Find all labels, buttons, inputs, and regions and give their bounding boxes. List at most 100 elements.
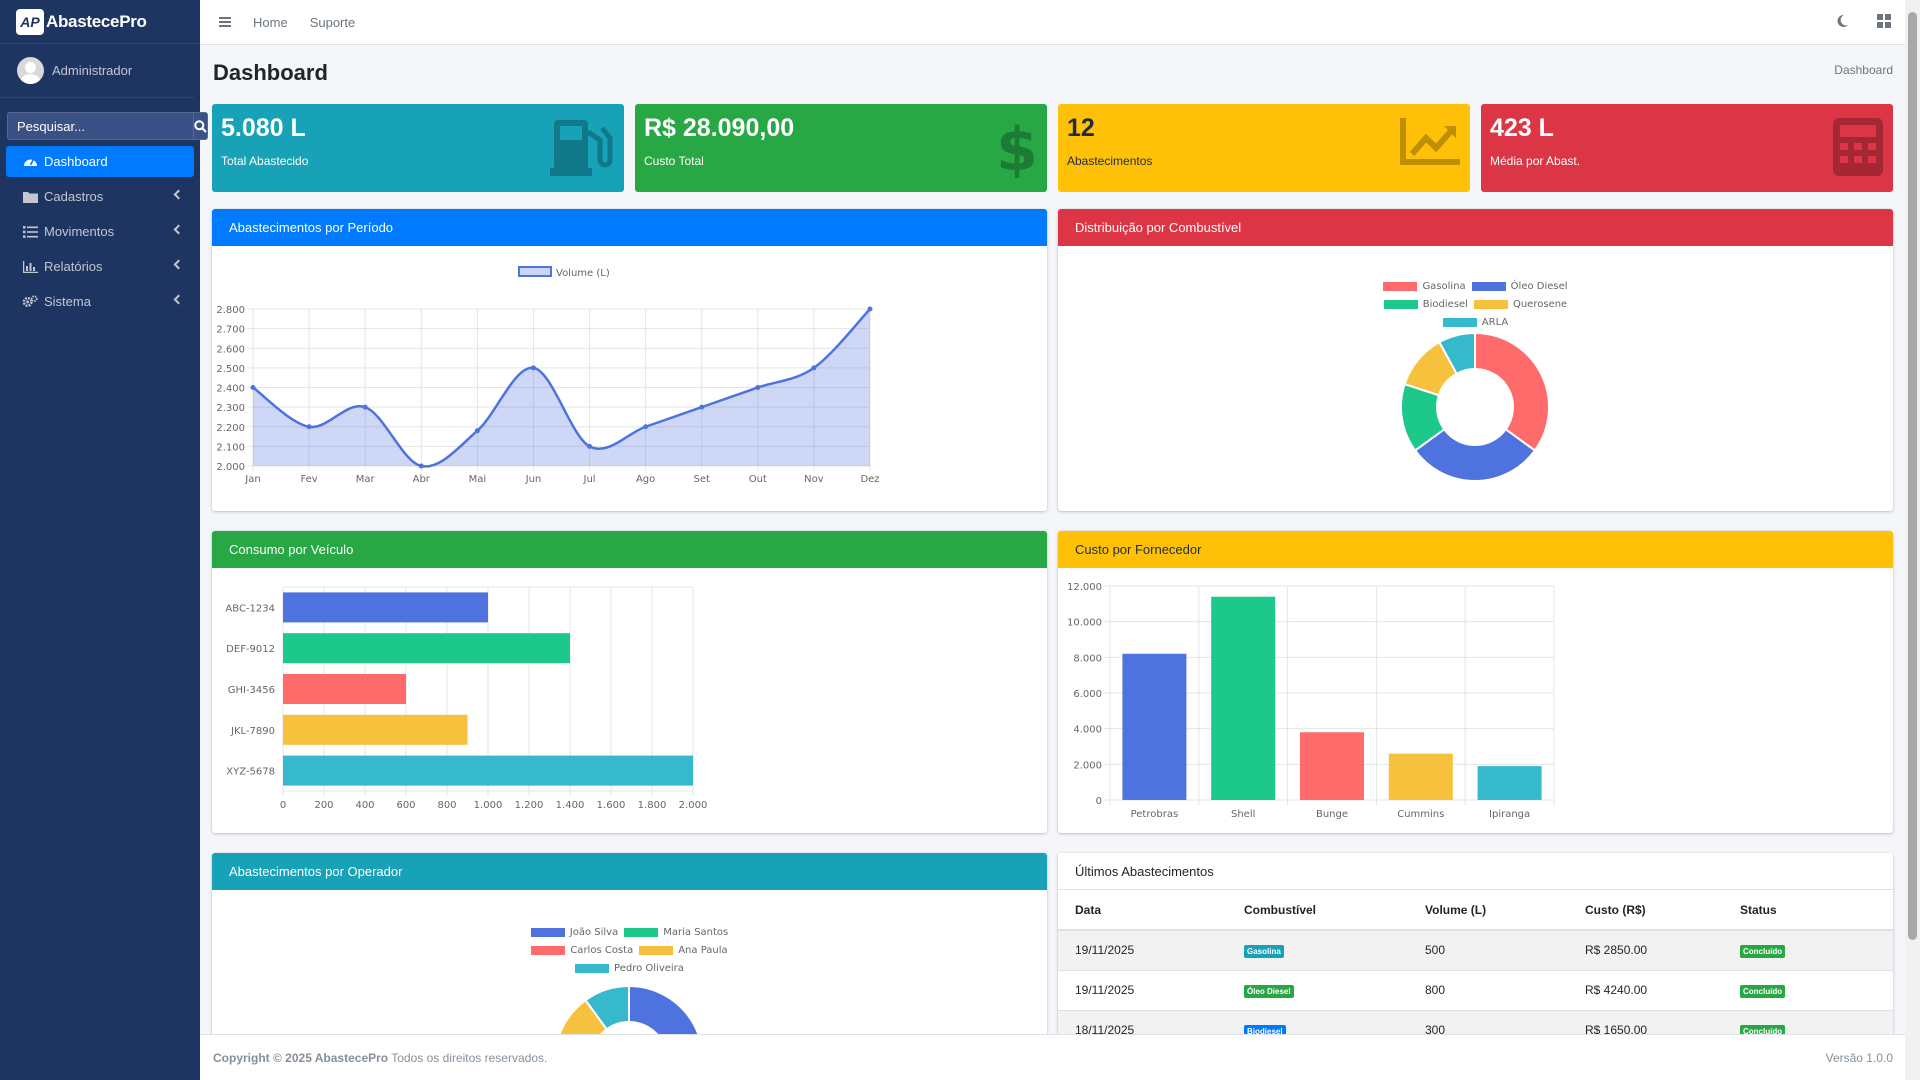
x-tick-label: 800 [437,800,456,811]
brand[interactable]: AP AbastecePro [0,0,200,44]
x-tick-label: Dez [860,474,879,485]
sidebar-item-relatorios[interactable]: Relatórios [6,251,194,282]
column-header[interactable]: Combustível [1227,890,1408,931]
sidebar-item-label: Relatórios [44,259,103,274]
chart-legend: João Silva Maria Santos Carlos Costa Ana P… [212,927,1047,976]
fuel-badge: Óleo Diesel [1244,984,1294,998]
data-point [643,424,649,430]
chart-legend: Gasolina Óleo Diesel Biodiesel Querosene A… [1058,281,1893,330]
sidebar-item-label: Sistema [44,294,91,309]
legend-label: Ana Paula [678,945,728,956]
bar [283,714,468,745]
bar [283,633,570,664]
y-tick-label: 2.000 [216,462,245,473]
donut-slice [628,984,700,1034]
legend-item[interactable]: Pedro Oliveira [575,963,684,974]
x-tick-label: Mai [469,474,487,485]
sidebar-item-cadastros[interactable]: Cadastros [6,181,194,212]
menu-toggle-icon[interactable] [219,17,231,27]
y-tick-label: 8.000 [1073,653,1102,664]
table-header-row: Data Combustível Volume (L) Custo (R$) S… [1058,890,1893,931]
avatar [17,57,44,84]
breadcrumb[interactable]: Dashboard [1834,63,1893,77]
footer-copyright: Copyright © 2025 AbastecePro [213,1050,389,1065]
legend-label: Óleo Diesel [1510,281,1568,292]
user-panel[interactable]: Administrador [0,44,194,98]
brand-name: AbastecePro [46,11,147,31]
data-point [755,385,761,390]
sidebar-item-movimentos[interactable]: Movimentos [6,216,194,247]
x-tick-label: Abr [413,474,431,485]
x-tick-label: 1.400 [556,800,585,811]
cell-data: 19/11/2025 [1058,969,1227,1010]
cell-custo: R$ 1650.00 [1568,1009,1723,1034]
column-header[interactable]: Custo (R$) [1568,890,1723,931]
kpi-custo-total: R$ 28.090,00 Custo Total $ [635,104,1047,192]
cell-combustivel: Biodiesel [1227,1009,1408,1034]
dollar-icon: $ [997,118,1037,178]
cell-combustivel: Gasolina [1227,929,1408,970]
column-header[interactable]: Volume (L) [1408,890,1568,931]
y-tick-label: DEF-9012 [226,644,275,655]
legend-item[interactable]: Óleo Diesel [1471,281,1568,292]
search-input[interactable] [7,112,193,140]
donut-slice [584,984,630,1031]
nav-link-suporte[interactable]: Suporte [309,14,356,30]
column-header[interactable]: Data [1058,890,1227,931]
bar [1477,766,1542,800]
sidebar-item-label: Movimentos [44,224,115,239]
card-consumo-veiculo: Consumo por Veículo 0 200 400 600 800 1.000 1.… [212,531,1047,833]
y-tick-label: ABC-1234 [225,603,275,614]
table-row[interactable]: 18/11/2025 Biodiesel 300 R$ 1650.00 Conc… [1058,1009,1893,1034]
x-tick-label: 1.000 [474,800,503,811]
legend-item[interactable]: João Silva [530,927,618,938]
x-tick-label: Cummins [1397,809,1444,820]
line-chart: Volume (L) 2.000 2.100 2.200 2.300 2.400 2.500… [216,266,880,485]
kpi-value: R$ 28.090,00 [644,114,795,142]
kpi-label: Custo Total [644,154,704,168]
legend-label: Biodiesel [1422,299,1468,310]
x-tick-label: Fev [300,474,317,485]
user-name: Administrador [52,63,133,78]
card-title: Consumo por Veículo [212,531,1047,568]
bar [283,674,406,704]
grid-apps-icon[interactable] [1877,14,1891,28]
chart-line-icon [1400,118,1460,165]
sidebar-item-sistema[interactable]: Sistema [6,286,194,317]
y-tick-label: JKL-7890 [230,726,275,737]
sidebar: AP AbastecePro Administrador Dashboard C… [0,0,208,1080]
legend-item[interactable]: Maria Santos [624,927,728,938]
y-tick-label: 6.000 [1073,689,1102,700]
sidebar-item-dashboard[interactable]: Dashboard [6,146,194,177]
dark-mode-moon-icon[interactable] [1836,14,1849,28]
table-row[interactable]: 19/11/2025 Gasolina 500 R$ 2850.00 Concl… [1058,929,1893,970]
legend-item[interactable]: ARLA [1442,317,1508,328]
y-tick-label: 10.000 [1067,618,1102,629]
search-button[interactable] [193,112,208,140]
chevron-left-icon [173,294,184,305]
data-point [362,404,368,410]
kpi-media-por-abast: 423 L Média por Abast. [1481,104,1893,192]
page-scrollbar[interactable] [1905,0,1920,1080]
legend-item[interactable]: Gasolina [1383,281,1466,292]
data-point [587,443,593,449]
card-title: Custo por Fornecedor [1058,531,1893,568]
bar [1300,732,1364,800]
x-tick-label: 200 [314,800,333,811]
kpi-value: 12 [1067,114,1095,142]
legend-item[interactable]: Querosene [1473,299,1567,310]
card-title: Últimos Abastecimentos [1058,853,1893,890]
donut-chart [1400,331,1550,482]
card-abastecimentos-operador: Abastecimentos por Operador João Silva Ma… [212,853,1047,1034]
x-tick-label: 1.800 [638,800,667,811]
table-row[interactable]: 19/11/2025 Óleo Diesel 800 R$ 4240.00 Co… [1058,969,1893,1010]
legend-item[interactable]: Biodiesel [1383,299,1468,310]
donut-chart [558,984,700,1034]
y-tick-label: 2.400 [216,384,245,395]
nav-link-home[interactable]: Home [253,14,288,30]
scroll-thumb[interactable] [1908,12,1917,940]
legend-item[interactable]: Carlos Costa [531,945,633,956]
legend-item[interactable]: Ana Paula [639,945,728,956]
horizontal-bar-chart: 0 200 400 600 800 1.000 1.200 1.400 1.600 1.800 2.… [225,586,707,811]
column-header[interactable]: Status [1723,890,1893,931]
